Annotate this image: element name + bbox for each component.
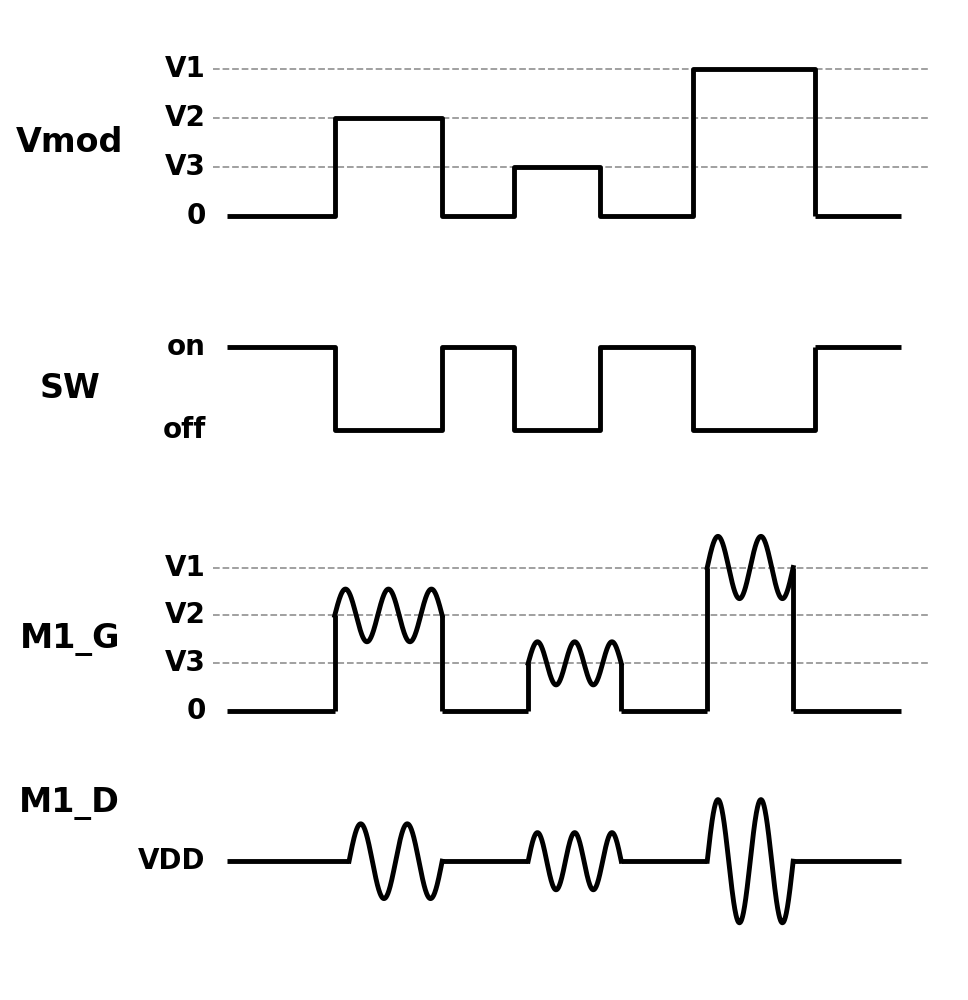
Text: V3: V3 [165,153,206,181]
Text: 0: 0 [187,202,206,230]
Text: Vmod: Vmod [16,126,123,159]
Text: V3: V3 [165,649,206,677]
Text: on: on [166,333,206,361]
Text: V2: V2 [165,104,206,132]
Text: VDD: VDD [138,847,206,875]
Text: 0: 0 [187,697,206,725]
Text: V2: V2 [165,601,206,629]
Text: V1: V1 [166,55,206,83]
Text: SW: SW [40,372,100,405]
Text: V1: V1 [166,554,206,582]
Text: off: off [163,416,206,444]
Text: M1_D: M1_D [19,788,120,820]
Text: M1_G: M1_G [19,623,120,656]
